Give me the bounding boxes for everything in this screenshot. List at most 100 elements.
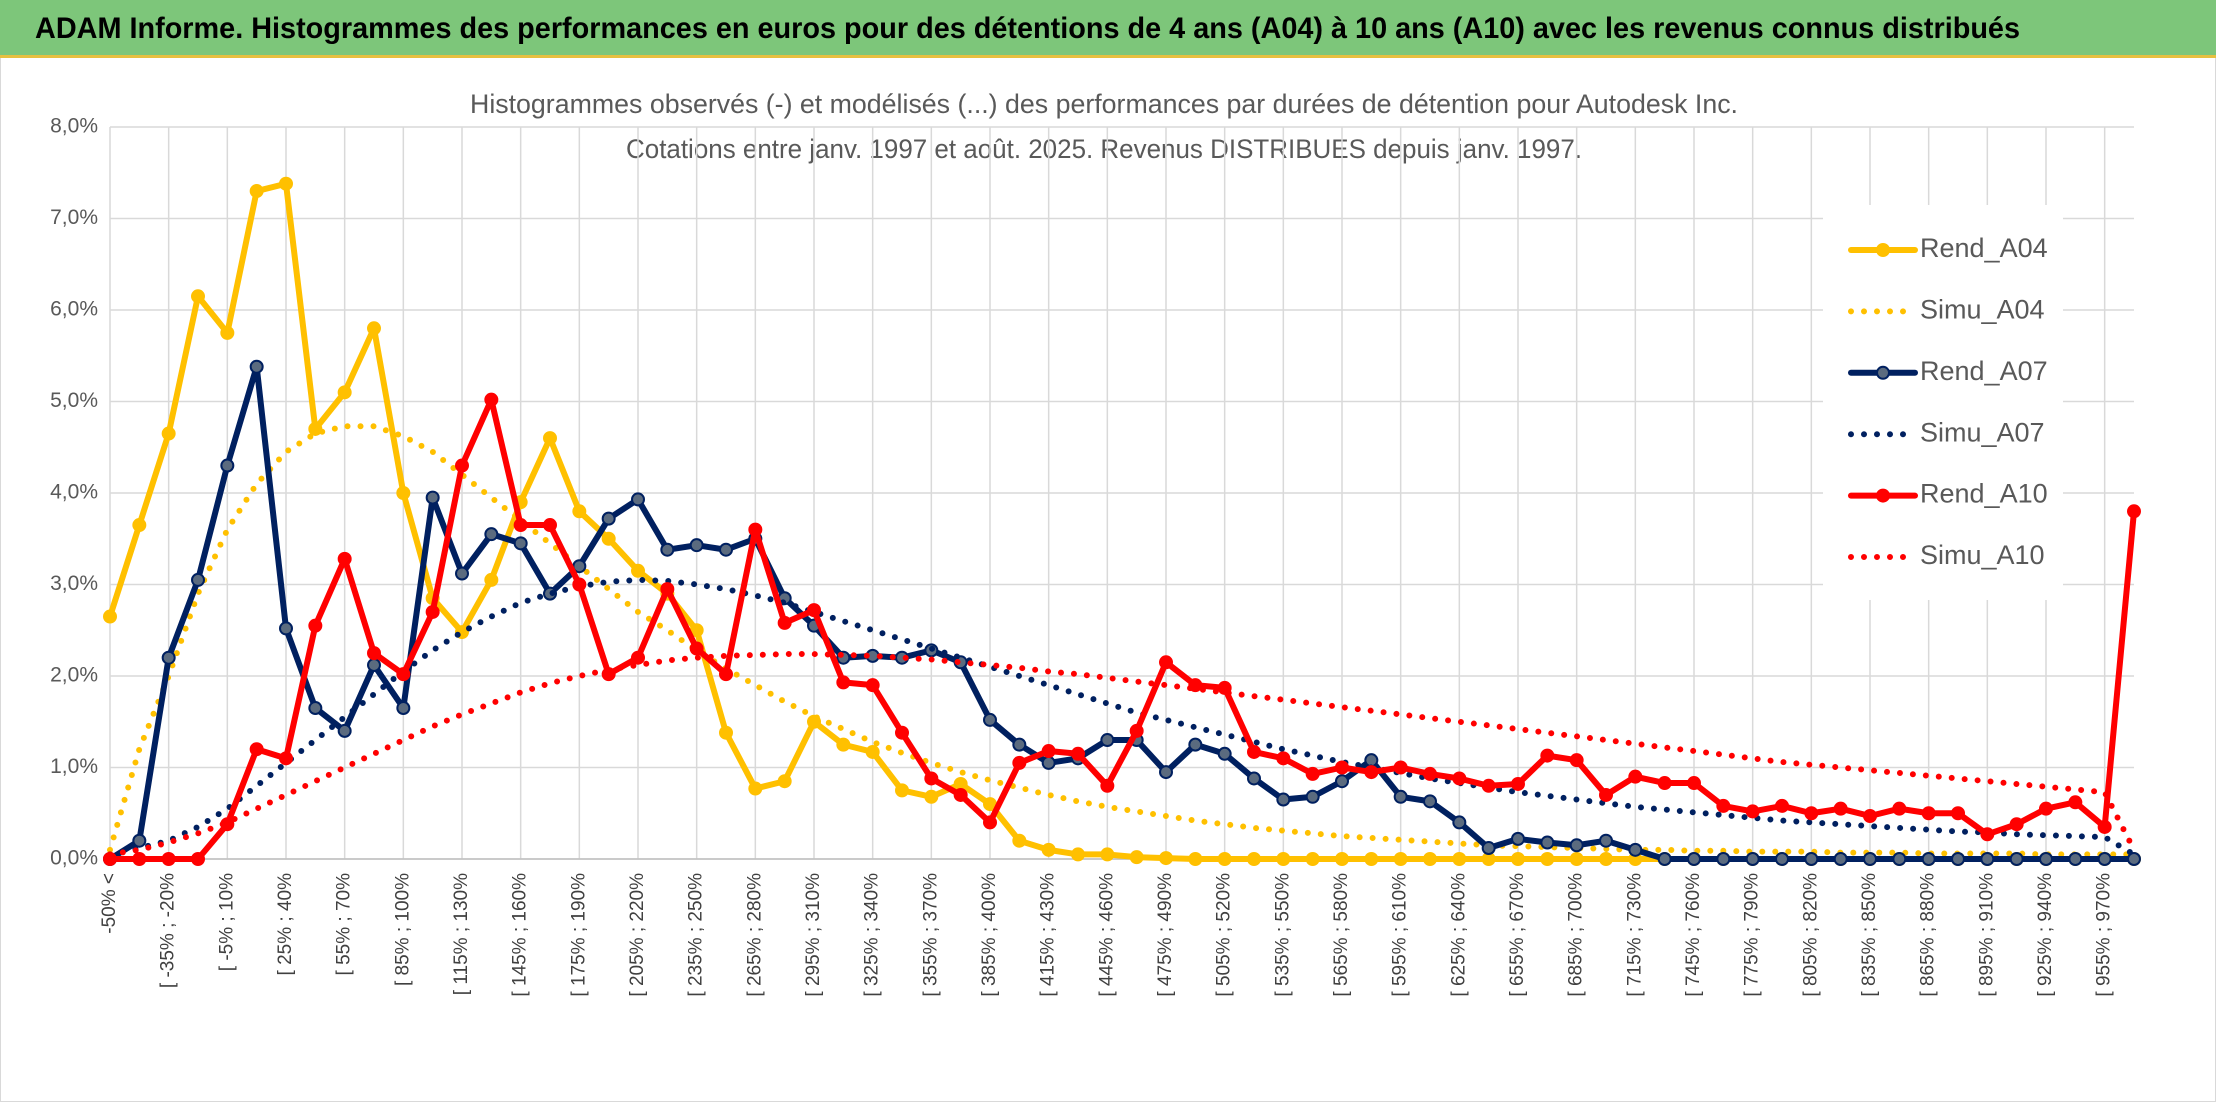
point-marker — [1217, 746, 1232, 761]
x-tick-label: [ 385% ; 400% — [979, 873, 1000, 997]
point-marker — [2009, 817, 2024, 832]
point-marker — [513, 536, 528, 551]
x-tick-label: [ -35% ; -20% — [158, 873, 179, 988]
x-tick-label: [ 295% ; 310% — [803, 873, 824, 997]
point-marker — [367, 321, 381, 336]
point-marker — [132, 852, 147, 866]
point-marker — [1012, 737, 1027, 752]
point-marker — [1804, 806, 1819, 821]
point-marker — [953, 787, 968, 802]
x-tick-label: [ 55% ; 70% — [334, 873, 355, 976]
legend-marker — [1876, 488, 1890, 503]
point-marker — [220, 458, 235, 473]
point-marker — [660, 582, 675, 597]
point-marker — [1335, 760, 1349, 775]
x-tick-label: -50% < — [99, 873, 120, 934]
point-marker — [1188, 852, 1203, 866]
point-marker — [1863, 808, 1877, 823]
point-marker — [1393, 760, 1408, 775]
point-marker — [1951, 852, 1965, 866]
point-marker — [396, 486, 411, 500]
x-tick-label: [ 685% ; 700% — [1566, 873, 1587, 997]
point-marker — [1716, 852, 1731, 866]
point-marker — [2068, 852, 2083, 866]
legend-label: Simu_A04 — [1920, 295, 2045, 325]
point-marker — [249, 359, 264, 374]
point-marker — [191, 289, 205, 304]
point-marker — [2097, 819, 2112, 834]
legend-marker — [1876, 243, 1890, 257]
point-marker — [777, 774, 792, 789]
point-marker — [279, 176, 293, 191]
point-marker — [455, 566, 469, 581]
point-marker — [1599, 833, 1613, 848]
point-marker — [631, 492, 645, 507]
point-marker — [1569, 838, 1584, 853]
point-marker — [279, 621, 293, 636]
point-marker — [1921, 852, 1936, 866]
point-marker — [1041, 744, 1056, 759]
point-marker — [807, 603, 821, 618]
point-marker — [1364, 753, 1379, 768]
x-tick-label: [ 625% ; 640% — [1448, 873, 1469, 997]
point-marker — [1423, 766, 1437, 781]
point-marker — [689, 641, 704, 656]
point-marker — [1364, 852, 1379, 866]
point-marker — [1305, 789, 1320, 804]
point-marker — [1305, 852, 1320, 866]
point-marker — [1775, 852, 1789, 866]
point-marker — [836, 675, 851, 690]
point-marker — [719, 667, 733, 682]
point-marker — [337, 551, 352, 566]
point-marker — [1217, 852, 1232, 866]
chart-title: Cotations entre janv. 1997 et août. 2025… — [626, 134, 1582, 164]
y-tick-label: 6,0% — [50, 298, 98, 321]
point-marker — [1247, 771, 1261, 786]
y-tick-label: 0,0% — [50, 847, 98, 870]
point-marker — [631, 650, 645, 665]
x-tick-label: [ -5% ; 10% — [216, 873, 237, 971]
y-tick-label: 3,0% — [50, 572, 98, 595]
x-tick-label: [ 955% ; 970% — [2094, 873, 2115, 997]
point-marker — [2068, 795, 2083, 810]
point-marker — [2097, 852, 2112, 866]
legend-marker — [1876, 365, 1890, 380]
point-marker — [1687, 776, 1701, 791]
x-tick-label: [ 505% ; 520% — [1214, 873, 1235, 997]
x-tick-label: [ 715% ; 730% — [1624, 873, 1645, 997]
point-marker — [1276, 792, 1291, 807]
point-marker — [1892, 801, 1907, 816]
x-tick-label: [ 445% ; 460% — [1096, 873, 1117, 997]
y-tick-label: 8,0% — [50, 115, 98, 138]
x-tick-label: [ 145% ; 160% — [510, 873, 531, 997]
point-marker — [1511, 831, 1525, 846]
point-marker — [1687, 852, 1701, 866]
point-marker — [1657, 852, 1672, 866]
x-tick-label: [ 85% ; 100% — [392, 873, 413, 986]
point-marker — [543, 518, 557, 533]
point-marker — [396, 667, 411, 682]
point-marker — [1892, 852, 1907, 866]
point-marker — [1599, 787, 1613, 802]
x-tick-label: [ 175% ; 190% — [568, 873, 589, 997]
point-marker — [1980, 827, 1995, 842]
point-marker — [484, 527, 499, 542]
point-marker — [1481, 841, 1496, 856]
point-marker — [1071, 847, 1085, 862]
point-marker — [1188, 737, 1203, 752]
point-marker — [220, 325, 235, 340]
point-marker — [103, 609, 117, 624]
point-marker — [719, 725, 733, 740]
point-marker — [1481, 778, 1496, 793]
point-marker — [1159, 851, 1173, 866]
legend-label: Simu_A07 — [1920, 417, 2045, 447]
point-marker — [777, 615, 792, 630]
point-marker — [1804, 852, 1819, 866]
point-marker — [895, 783, 909, 798]
point-marker — [1100, 733, 1115, 748]
y-tick-label: 7,0% — [50, 206, 98, 229]
point-marker — [1540, 852, 1555, 866]
point-marker — [1159, 765, 1173, 780]
point-marker — [1452, 771, 1467, 786]
header-title: ADAM Informe. Histogrammes des performan… — [35, 12, 2020, 45]
